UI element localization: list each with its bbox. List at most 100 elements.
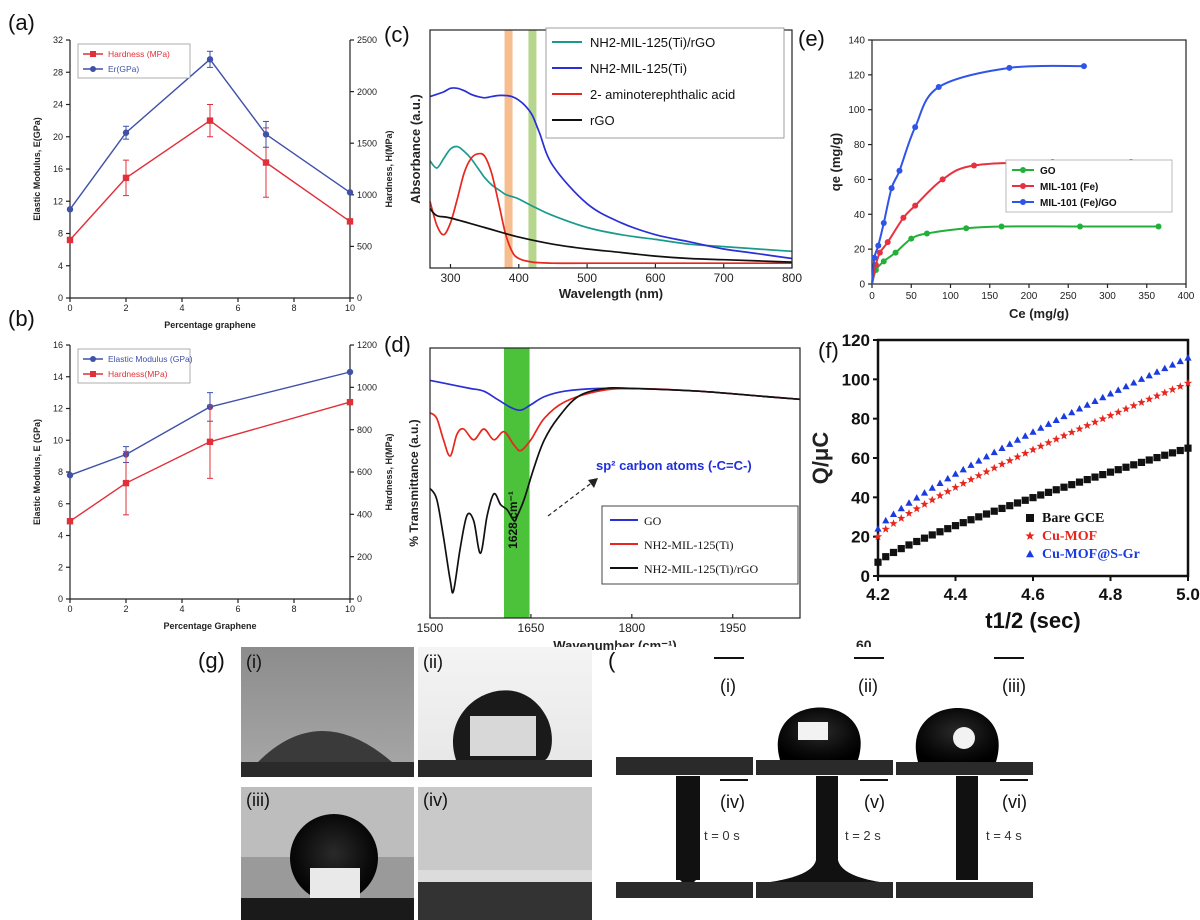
legend-label: NH2-MIL-125(Ti)/rGO bbox=[590, 35, 715, 50]
series-line bbox=[429, 387, 801, 457]
legend-label: Hardness (MPa) bbox=[108, 49, 170, 59]
data-point bbox=[951, 483, 960, 491]
data-point bbox=[896, 167, 903, 174]
data-point bbox=[959, 479, 968, 487]
data-point bbox=[1044, 438, 1053, 447]
x-tick-label: 800 bbox=[782, 271, 802, 285]
data-point bbox=[873, 532, 883, 541]
x-tick-label: 400 bbox=[1178, 291, 1195, 302]
legend-marker bbox=[1020, 183, 1026, 189]
data-point bbox=[1184, 354, 1192, 361]
y2-tick-label: 1000 bbox=[357, 382, 377, 392]
data-point bbox=[990, 507, 998, 515]
y-tick-label: 12 bbox=[53, 196, 63, 206]
data-point bbox=[905, 499, 913, 506]
data-point bbox=[1099, 393, 1107, 401]
legend-marker bbox=[1026, 550, 1034, 558]
x-tick-label: 6 bbox=[235, 604, 240, 614]
data-point bbox=[1106, 390, 1115, 397]
x-tick-label: 1650 bbox=[518, 621, 545, 635]
data-point bbox=[908, 235, 915, 242]
y-tick-label: 16 bbox=[53, 164, 63, 174]
legend-label: NH2-MIL-125(Ti)/rGO bbox=[644, 562, 759, 576]
data-point bbox=[1145, 394, 1154, 403]
legend-label: Cu-MOF@S-Gr bbox=[1042, 547, 1140, 562]
series-line bbox=[429, 386, 801, 594]
annotation-label: sp² carbon atoms (-C=C-) bbox=[596, 458, 752, 473]
x-tick-label: 0 bbox=[67, 604, 72, 614]
photo-g-ii: (ii) bbox=[418, 647, 592, 777]
x-tick-label: 8 bbox=[291, 303, 296, 313]
photo-label: (iii) bbox=[246, 790, 270, 810]
data-point bbox=[871, 254, 878, 261]
data-point bbox=[1029, 428, 1037, 435]
data-point bbox=[1075, 424, 1084, 433]
data-point bbox=[882, 553, 890, 561]
data-point bbox=[346, 398, 354, 406]
y-tick-label: 20 bbox=[851, 528, 870, 547]
data-point bbox=[262, 131, 270, 138]
y-tick-label: 20 bbox=[854, 245, 866, 256]
data-point bbox=[912, 124, 919, 131]
photo-h-iv: (iv) t = 0 s bbox=[616, 776, 753, 898]
data-point bbox=[1052, 486, 1060, 494]
data-point bbox=[1099, 471, 1107, 479]
data-point bbox=[346, 368, 354, 376]
annotation-arrow bbox=[547, 477, 599, 517]
x-tick-label: 4.8 bbox=[1099, 585, 1123, 604]
data-point bbox=[880, 258, 887, 265]
data-point bbox=[1129, 401, 1138, 410]
data-point bbox=[912, 504, 921, 513]
photo-label: (i) bbox=[246, 652, 262, 672]
x-tick-label: 2 bbox=[123, 303, 128, 313]
data-point bbox=[122, 479, 130, 487]
data-point bbox=[1168, 449, 1177, 457]
data-point bbox=[1036, 441, 1045, 450]
data-point bbox=[913, 494, 921, 501]
y2-tick-label: 1200 bbox=[357, 340, 377, 350]
x-tick-label: 700 bbox=[714, 271, 734, 285]
data-point bbox=[1080, 63, 1087, 70]
data-point bbox=[1052, 434, 1061, 443]
data-point bbox=[1013, 436, 1022, 443]
data-point bbox=[1130, 379, 1138, 386]
y-tick-label: 28 bbox=[53, 67, 63, 77]
data-point bbox=[1028, 445, 1038, 454]
data-point bbox=[975, 513, 983, 521]
photo-g-i: (i) bbox=[241, 647, 414, 777]
data-point bbox=[1005, 456, 1014, 465]
y-tick-label: 140 bbox=[848, 36, 865, 47]
data-point bbox=[1153, 368, 1161, 375]
data-point bbox=[971, 162, 978, 169]
data-point bbox=[1176, 382, 1185, 390]
photo-h-v: (v) t = 2 s bbox=[756, 776, 893, 898]
panel-label-d: (d) bbox=[384, 332, 411, 357]
y-tick-label: 4 bbox=[58, 531, 63, 541]
data-point bbox=[1006, 440, 1014, 447]
y-tick-label: 8 bbox=[58, 467, 63, 477]
y2-tick-label: 400 bbox=[357, 509, 372, 519]
panel-label-e: (e) bbox=[798, 26, 825, 51]
panel-label-a: (a) bbox=[8, 10, 35, 35]
x-tick-label: 0 bbox=[869, 291, 875, 302]
y2-tick-label: 1500 bbox=[357, 138, 377, 148]
data-point bbox=[944, 525, 952, 533]
x-tick-label: 4.4 bbox=[944, 585, 968, 604]
data-point bbox=[66, 236, 74, 244]
x-tick-label: 200 bbox=[1021, 291, 1038, 302]
data-point bbox=[1091, 397, 1099, 404]
photo-label: (iv) bbox=[720, 792, 745, 812]
data-point bbox=[967, 461, 975, 468]
y-tick-label: 16 bbox=[53, 340, 63, 350]
y-tick-label: 80 bbox=[854, 140, 866, 151]
legend-label: 2- aminoterephthalic acid bbox=[590, 87, 735, 102]
data-point bbox=[951, 522, 960, 530]
y2-tick-label: 200 bbox=[357, 552, 372, 562]
x-tick-label: 300 bbox=[1099, 291, 1116, 302]
data-point bbox=[1075, 478, 1084, 486]
data-point bbox=[1160, 388, 1169, 397]
panel-label-g: (g) bbox=[198, 648, 225, 673]
data-point bbox=[1083, 475, 1091, 484]
data-point bbox=[1021, 432, 1029, 439]
y-tick-label: 6 bbox=[58, 499, 63, 509]
